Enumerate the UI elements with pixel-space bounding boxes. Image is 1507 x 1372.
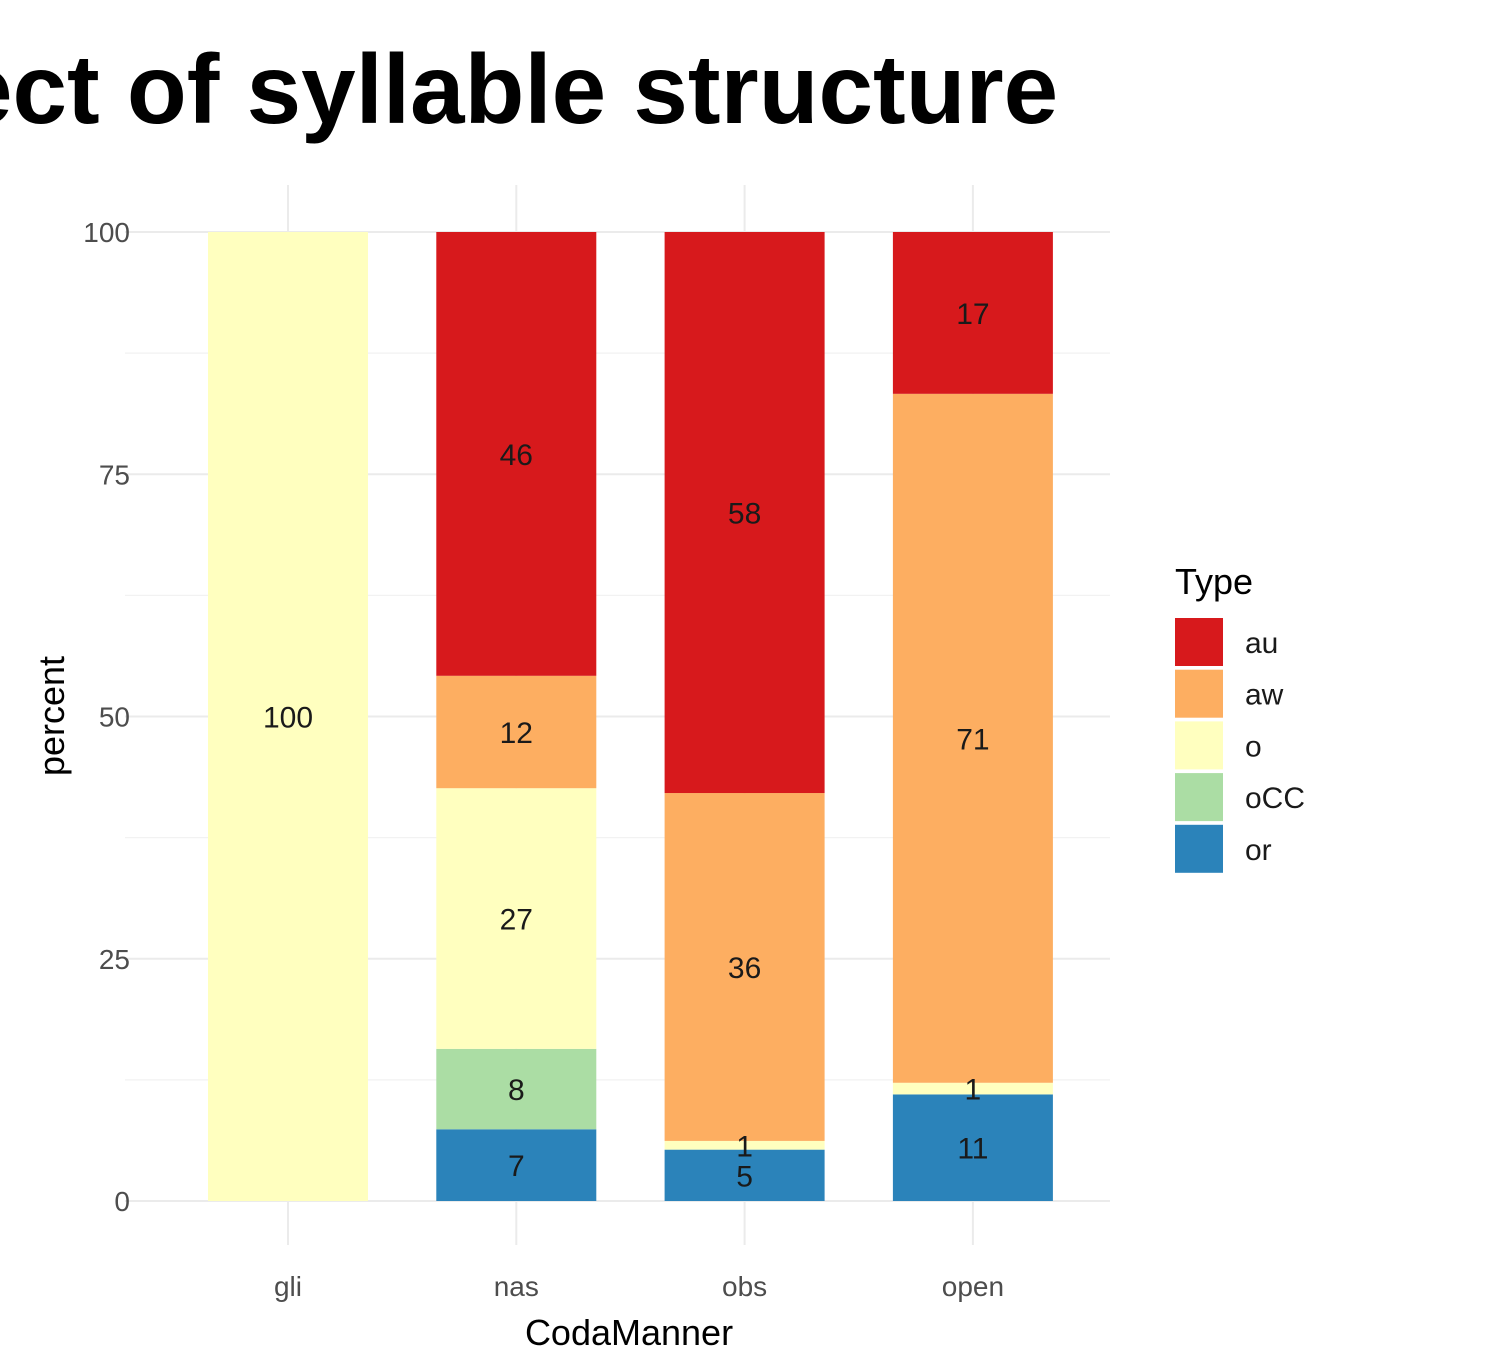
y-tick-label: 0 [114, 1186, 130, 1217]
bar-segment-aw [892, 393, 1053, 1083]
x-tick-label: gli [274, 1271, 302, 1302]
y-tick-label: 75 [99, 459, 130, 490]
y-tick-label: 100 [83, 217, 130, 248]
y-tick-label: 25 [99, 944, 130, 975]
legend-swatch-aw [1175, 669, 1223, 718]
data-label: 8 [508, 1074, 525, 1107]
bar-segment-au [664, 232, 825, 794]
data-label: 46 [500, 439, 533, 472]
x-tick-label: obs [722, 1271, 767, 1302]
data-label: 1 [965, 1074, 982, 1107]
legend-label: o [1245, 730, 1262, 763]
legend-label: or [1245, 834, 1272, 867]
chart-title: ect of syllable structure [0, 34, 1059, 144]
legend-swatch-au [1175, 618, 1223, 666]
legend-label: au [1245, 627, 1278, 660]
legend-label: aw [1245, 679, 1284, 712]
y-tick-label: 50 [99, 702, 130, 733]
bar-segment-or [892, 1094, 1053, 1201]
bar-segment-or [664, 1149, 825, 1201]
data-label: 12 [500, 717, 533, 750]
data-label: 5 [736, 1160, 753, 1193]
bar-segment-o [208, 232, 368, 1201]
bar-segment-au [436, 232, 597, 676]
y-axis-title: percent [31, 656, 72, 776]
bar-segment-o [664, 1140, 825, 1150]
bar-segment-oCC [436, 1048, 597, 1130]
data-label: 27 [500, 904, 533, 937]
legend-title: Type [1175, 561, 1253, 602]
data-label: 11 [957, 1133, 988, 1166]
data-label: 1 [736, 1130, 753, 1163]
legend-swatch-oCC [1175, 773, 1223, 822]
bar-segment-aw [664, 793, 825, 1141]
bar-segment-or [436, 1129, 597, 1201]
x-tick-label: open [942, 1271, 1004, 1302]
data-label: 100 [263, 702, 313, 735]
legend-swatch-or [1175, 824, 1223, 873]
x-axis-title: CodaManner [525, 1312, 733, 1353]
x-tick-label: nas [494, 1271, 539, 1302]
data-label: 58 [728, 498, 761, 531]
bar-segment-o [892, 1082, 1053, 1095]
legend-swatch-o [1175, 721, 1223, 770]
data-label: 7 [508, 1150, 525, 1183]
data-label: 36 [728, 952, 761, 985]
data-label: 17 [956, 298, 989, 331]
bar-segment-au [892, 232, 1053, 394]
legend-label: oCC [1245, 782, 1305, 815]
bar-segment-aw [436, 675, 597, 789]
bar-segment-o [436, 788, 597, 1049]
data-label: 71 [956, 723, 989, 756]
